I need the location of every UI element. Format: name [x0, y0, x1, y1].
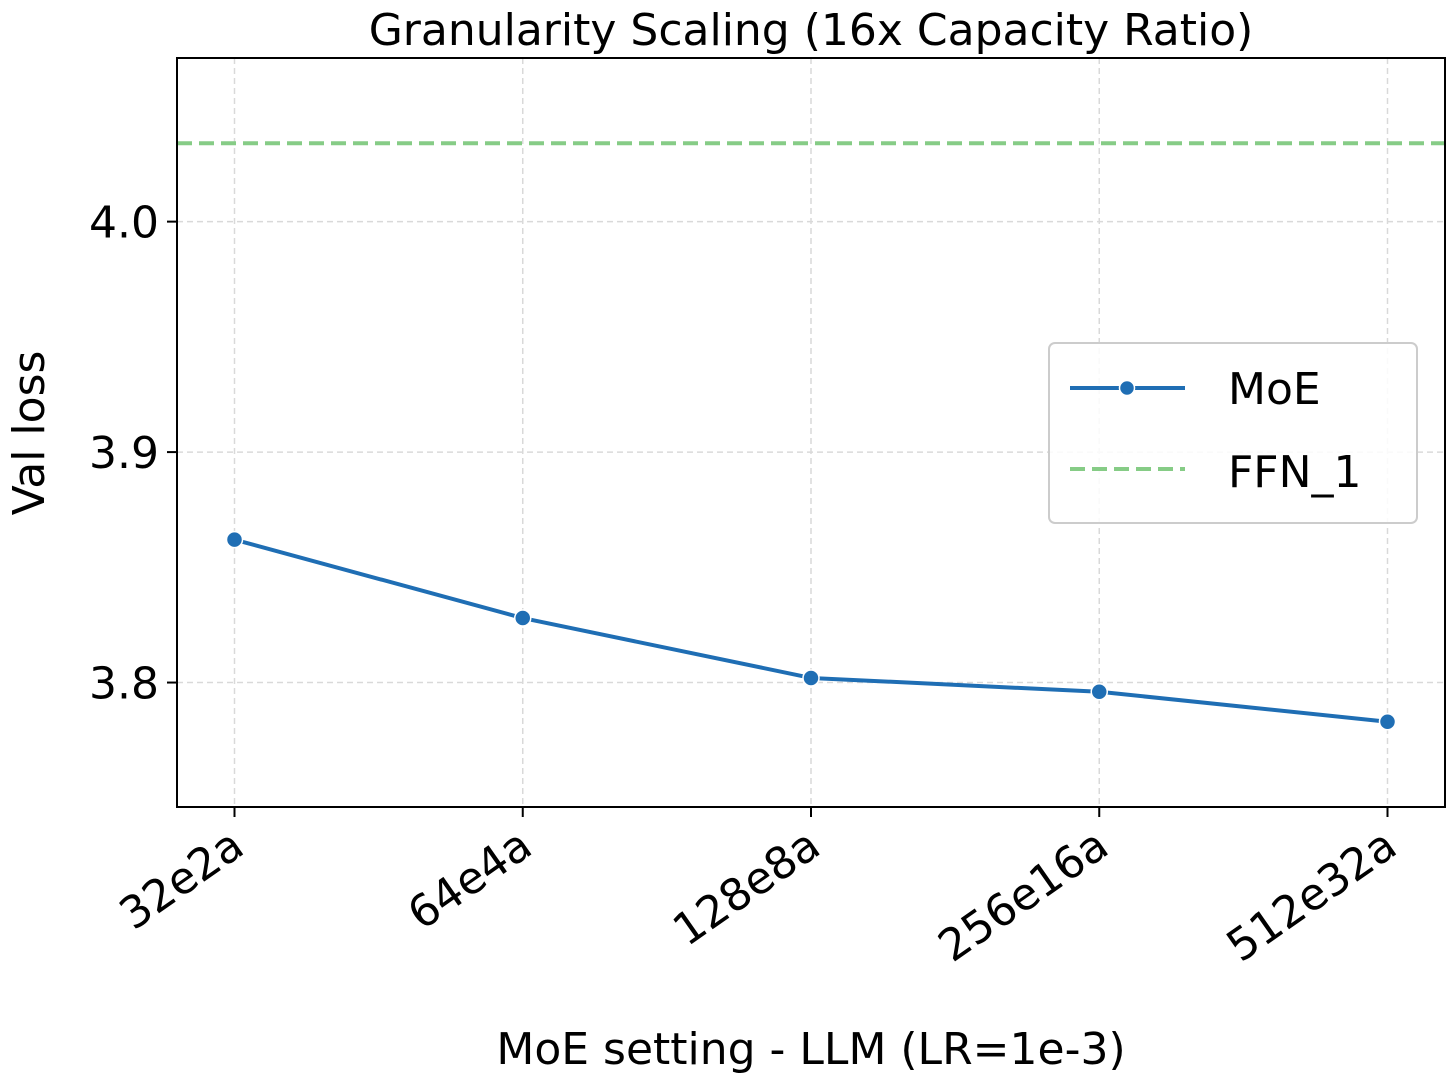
y-tick-label: 4.0	[89, 198, 159, 249]
y-axis-label: Val loss	[4, 351, 55, 516]
moe-data-point	[514, 609, 532, 627]
x-axis-ticks: 32e2a 64e4a 128e8a 256e16a 512e32a	[111, 807, 1406, 972]
x-tick-label: 32e2a	[111, 819, 253, 940]
legend-moe-label: MoE	[1228, 364, 1321, 415]
moe-data-point	[225, 530, 244, 549]
x-tick-label: 64e4a	[399, 819, 541, 940]
y-tick-label: 3.8	[89, 659, 159, 710]
x-tick-label: 256e16a	[929, 819, 1117, 972]
x-tick-label: 512e32a	[1218, 819, 1406, 972]
x-axis-label: MoE setting - LLM (LR=1e-3)	[496, 1024, 1125, 1075]
series-group	[225, 530, 1397, 731]
legend-ffn-label: FFN_1	[1228, 447, 1362, 498]
legend-moe-marker	[1118, 379, 1136, 397]
legend: MoE FFN_1	[1048, 342, 1418, 524]
moe-data-point	[1378, 712, 1397, 731]
x-tick-label: 128e8a	[664, 819, 829, 956]
y-axis-ticks: 3.8 3.9 4.0	[89, 198, 177, 710]
moe-data-point	[1090, 683, 1108, 701]
chart-title: Granularity Scaling (16x Capacity Ratio)	[369, 5, 1254, 56]
y-tick-label: 3.9	[89, 428, 159, 479]
moe-data-point	[802, 669, 820, 687]
